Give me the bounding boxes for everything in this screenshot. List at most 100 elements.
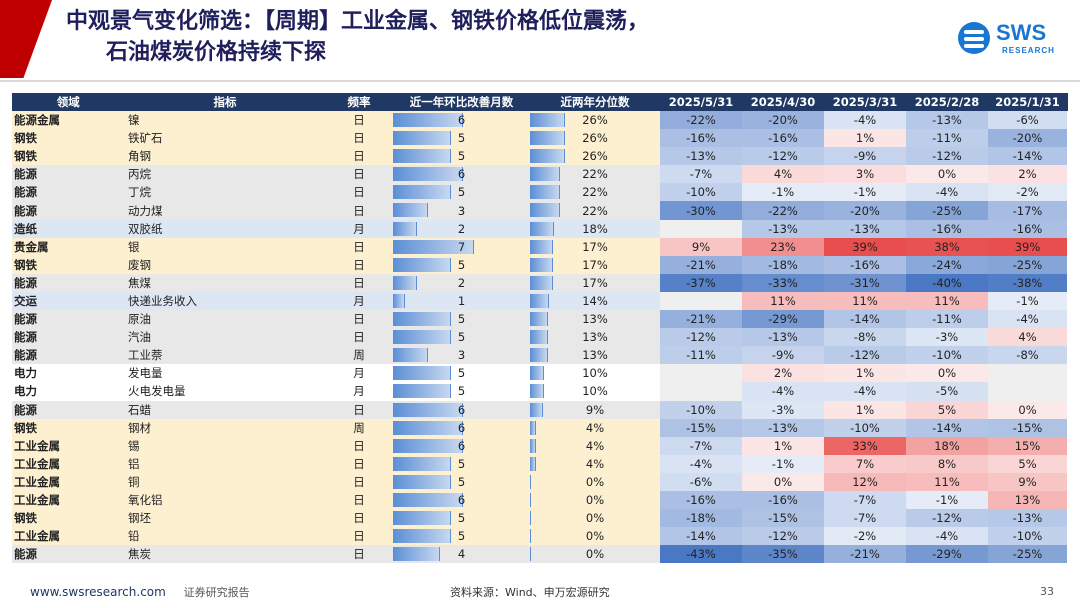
months-value: 7 [457, 239, 466, 254]
change-cell: -13% [660, 147, 742, 166]
indicator-cell: 镍 [125, 111, 325, 130]
change-cell: -13% [742, 219, 824, 238]
frequency-cell: 日 [325, 273, 393, 292]
change-cell: -7% [660, 165, 742, 184]
percentile-bar [530, 366, 544, 381]
column-header: 2025/3/31 [824, 93, 907, 111]
months-bar [393, 384, 452, 399]
table-body: 能源金属镍日 6 26% -22% -20% -4% -13% -6% 钢铁 铁矿石日 5 26% -1… [12, 111, 1067, 564]
percentile-value: 0% [585, 474, 605, 489]
domain-cell: 钢铁 [12, 147, 125, 166]
domain-cell: 能源 [12, 400, 125, 419]
frequency-cell: 日 [325, 165, 393, 184]
column-header: 指标 [125, 93, 326, 111]
table-row: 工业金属铜日 5 0% -6% 0% 12% 11% 9% [12, 472, 1067, 491]
table-row: 能源 原油日 5 13% -21% -29% -14% -11% -4% [12, 310, 1067, 329]
months-value: 5 [457, 511, 466, 526]
domain-cell: 能源 [12, 328, 125, 347]
table-row: 能源 焦炭日 4 0% -43% -35% -21% -29% -25% [12, 545, 1067, 564]
domain-cell: 钢铁 [12, 129, 125, 148]
percentile-cell: 13% [530, 346, 660, 365]
change-cell [660, 382, 742, 401]
percentile-bar [530, 293, 550, 308]
change-cell: 13% [988, 490, 1067, 510]
page-title: 中观景气变化筛选：【周期】工业金属、钢铁价格低位震荡， 石油煤炭价格持续下探 [66, 6, 936, 68]
header: 中观景气变化筛选：【周期】工业金属、钢铁价格低位震荡， 石油煤炭价格持续下探 S… [0, 0, 1080, 80]
percentile-cell: 10% [530, 364, 660, 383]
percentile-bar [530, 312, 548, 327]
months-bar [393, 438, 463, 453]
change-cell: -10% [988, 527, 1067, 546]
percentile-bar [530, 529, 531, 544]
change-cell: -9% [742, 346, 824, 365]
months-bar [393, 167, 463, 182]
change-cell: -20% [988, 129, 1067, 148]
months-value: 6 [457, 420, 466, 435]
change-cell: -7% [824, 509, 906, 528]
indicator-cell: 铝 [125, 454, 325, 473]
change-cell: -33% [742, 273, 824, 292]
table-header-row: 领域 指标 频率 近一年环比改善月数 近两年分位数 2025/5/31 2025/4/30 2… [12, 93, 1068, 111]
change-cell: -15% [988, 418, 1067, 437]
change-cell: -20% [824, 201, 906, 220]
column-header: 2025/1/31 [988, 93, 1068, 111]
months-value: 5 [457, 474, 466, 489]
indicator-cell: 废钢 [125, 255, 325, 274]
percentile-cell: 13% [530, 328, 660, 347]
percentile-bar [530, 221, 555, 236]
percentile-bar [530, 438, 537, 453]
change-cell: -12% [824, 346, 906, 365]
change-cell: 33% [824, 436, 906, 455]
change-cell: -2% [824, 527, 906, 546]
change-cell: 9% [988, 472, 1067, 491]
months-bar [393, 131, 452, 146]
percentile-bar [530, 330, 548, 345]
change-cell: -13% [906, 111, 988, 130]
change-cell: 5% [906, 400, 988, 419]
percentile-bar [530, 420, 537, 435]
indicator-cell: 钢材 [125, 418, 325, 437]
frequency-cell: 日 [325, 509, 393, 528]
percentile-value: 10% [582, 366, 608, 381]
percentile-cell: 0% [530, 527, 660, 546]
percentile-bar [530, 131, 565, 146]
change-cell: -4% [906, 527, 988, 546]
header-divider [0, 80, 1080, 82]
change-cell: -12% [906, 147, 988, 166]
change-cell: -3% [742, 400, 824, 419]
change-cell: -22% [742, 201, 824, 220]
frequency-cell: 月 [325, 219, 393, 238]
months-bar [393, 529, 452, 544]
change-cell: -25% [988, 255, 1067, 274]
months-value: 6 [457, 438, 466, 453]
months-value: 5 [457, 529, 466, 544]
logo-subtext: RESEARCH [1002, 46, 1055, 55]
change-cell: 0% [742, 472, 824, 491]
footer-site[interactable]: www.swsresearch.com [30, 585, 166, 599]
indicator-cell: 动力煤 [125, 201, 325, 220]
months-cell: 5 [393, 472, 530, 491]
percentile-value: 26% [582, 131, 608, 146]
change-cell: 1% [742, 436, 824, 455]
months-value: 5 [457, 366, 466, 381]
months-value: 6 [457, 167, 466, 182]
months-value: 5 [457, 131, 466, 146]
change-cell: 4% [988, 328, 1067, 347]
column-header: 频率 [325, 93, 394, 111]
change-cell: -16% [906, 219, 988, 238]
table-row: 能源 汽油日 5 13% -12% -13% -8% -3% 4% [12, 328, 1067, 347]
change-cell: -16% [742, 129, 824, 148]
change-cell: 9% [660, 237, 742, 256]
change-cell: -30% [660, 201, 742, 220]
change-cell: 1% [824, 400, 906, 419]
table-row: 造纸 双胶纸月 2 18% -13% -13% -16% -16% [12, 219, 1067, 238]
column-header: 2025/4/30 [742, 93, 825, 111]
months-bar [393, 474, 452, 489]
change-cell: 1% [824, 364, 906, 383]
indicator-cell: 火电发电量 [125, 382, 325, 401]
table-row: 能源 石蜡日 6 9% -10% -3% 1% 5% 0% [12, 400, 1067, 419]
domain-cell: 钢铁 [12, 418, 125, 437]
table-row: 钢铁 钢材周 6 4% -15% -13% -10% -14% -15% [12, 418, 1067, 437]
table-row: 钢铁 角钢日 5 26% -13% -12% -9% -12% -14% [12, 147, 1067, 166]
months-value: 3 [457, 203, 466, 218]
